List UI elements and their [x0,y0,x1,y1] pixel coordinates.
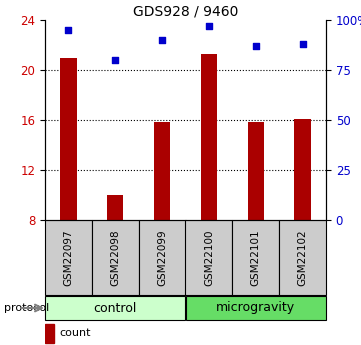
Text: GSM22101: GSM22101 [251,229,261,286]
Bar [279,220,326,295]
Text: protocol: protocol [4,303,49,313]
Point [66,27,71,33]
Text: GSM22099: GSM22099 [157,229,167,286]
Bar [232,220,279,295]
Text: microgravity: microgravity [216,302,295,315]
Bar [45,220,92,295]
Point [206,23,212,29]
Point [300,41,305,47]
Text: GSM22100: GSM22100 [204,229,214,286]
Text: GSM22102: GSM22102 [297,229,308,286]
Text: GSM22098: GSM22098 [110,229,120,286]
Bar [186,220,232,295]
Text: GSM22097: GSM22097 [64,229,73,286]
Bar [92,220,139,295]
Bar [107,195,123,220]
Bar [45,324,54,343]
Bar [248,122,264,220]
Text: count: count [60,328,91,338]
Bar [45,296,186,320]
Bar [186,296,326,320]
Point [112,57,118,63]
Point [159,37,165,43]
Bar [60,58,77,220]
Point [253,43,258,49]
Bar [201,54,217,220]
Bar [294,119,311,220]
Bar [154,122,170,220]
Bar [139,220,186,295]
Title: GDS928 / 9460: GDS928 / 9460 [133,5,238,19]
Text: control: control [93,302,137,315]
